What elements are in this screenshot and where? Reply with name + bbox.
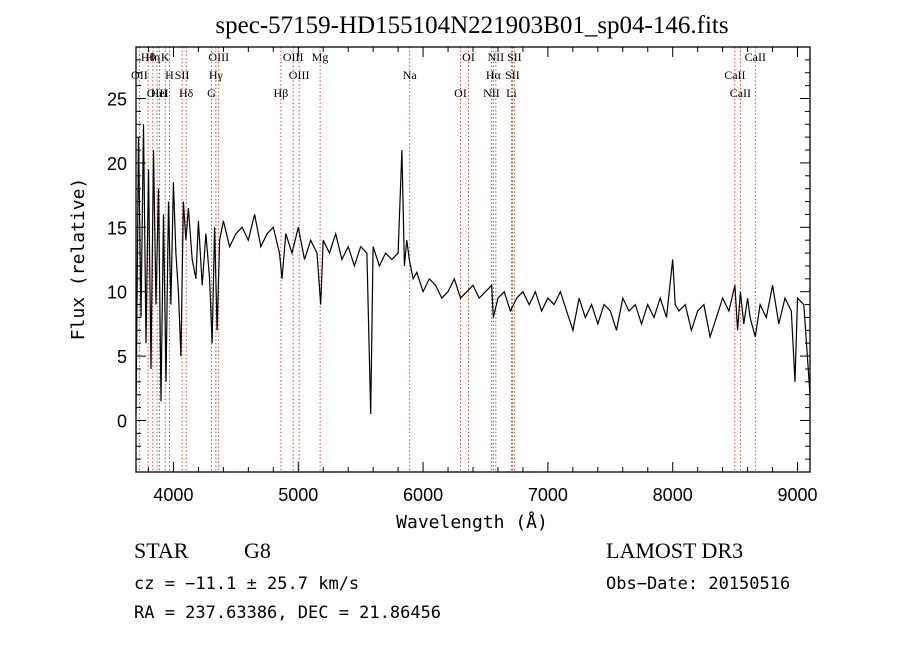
line-label: K xyxy=(161,50,170,64)
line-label: Hη xyxy=(145,50,160,64)
x-axis: 4000 5000 6000 7000 8000 9000 xyxy=(147,47,818,505)
y-axis: 0 5 10 15 20 25 xyxy=(107,59,810,460)
y-tick-label: 20 xyxy=(107,154,127,174)
x-tick-label: 6000 xyxy=(403,485,443,505)
line-label: Li xyxy=(506,86,517,100)
chart-title: spec-57159-HD155104N221903B01_sp04-146.f… xyxy=(215,12,728,39)
line-label: H xyxy=(165,68,174,82)
line-label: OIII xyxy=(283,50,304,64)
line-label: Hδ xyxy=(179,86,194,100)
coordinates-readout: RA = 237.63386, DEC = 21.86456 xyxy=(134,603,442,623)
line-label: CaII xyxy=(745,50,766,64)
line-label: HeI xyxy=(151,86,169,100)
line-label: SII xyxy=(175,68,190,82)
y-tick-label: 0 xyxy=(117,411,127,431)
line-label: SII xyxy=(507,50,522,64)
line-label: CaII xyxy=(724,68,745,82)
plot-frame xyxy=(135,46,811,473)
x-tick-label: 5000 xyxy=(278,485,318,505)
line-label: NII xyxy=(488,50,505,64)
y-axis-label: Flux (relative) xyxy=(68,178,89,341)
object-subclass: G8 xyxy=(244,538,271,563)
line-label: OI xyxy=(462,50,475,64)
line-label: Mg xyxy=(312,50,329,64)
line-label: G xyxy=(207,86,216,100)
x-tick-label: 9000 xyxy=(777,485,817,505)
line-label: Hα xyxy=(486,68,502,82)
y-tick-label: 10 xyxy=(107,283,127,303)
x-tick-label: 8000 xyxy=(653,485,693,505)
spectrum-series-line xyxy=(135,124,811,415)
line-label: Hγ xyxy=(209,68,224,82)
line-label: Hθ xyxy=(141,50,156,64)
object-class: STAR xyxy=(134,538,189,563)
line-label: SII xyxy=(505,68,520,82)
line-markers xyxy=(138,47,756,472)
line-label: OIII xyxy=(289,68,310,82)
line-label: OII xyxy=(131,68,148,82)
line-label: Hβ xyxy=(274,86,289,100)
survey-release: LAMOST DR3 xyxy=(606,538,744,563)
line-label: CaII xyxy=(730,86,751,100)
line-label: OIII xyxy=(208,50,229,64)
observation-date: Obs−Date: 20150516 xyxy=(606,574,791,594)
redshift-readout: cz = −11.1 ± 25.7 km/s xyxy=(134,574,360,594)
y-tick-label: 25 xyxy=(107,90,127,110)
line-label: NII xyxy=(483,86,500,100)
x-axis-label: Wavelength (Å) xyxy=(396,511,548,533)
y-tick-label: 15 xyxy=(107,218,127,238)
y-tick-label: 5 xyxy=(117,347,127,367)
line-label: Na xyxy=(403,68,418,82)
x-tick-label: 4000 xyxy=(153,485,193,505)
line-label: OI xyxy=(454,86,467,100)
x-tick-label: 7000 xyxy=(528,485,568,505)
line-label: OIII xyxy=(147,86,168,100)
line-labels: HθOIIOIIIKHHeIHηSIIHδOIIIHγGOIIIOIIIHβMg… xyxy=(131,50,766,100)
